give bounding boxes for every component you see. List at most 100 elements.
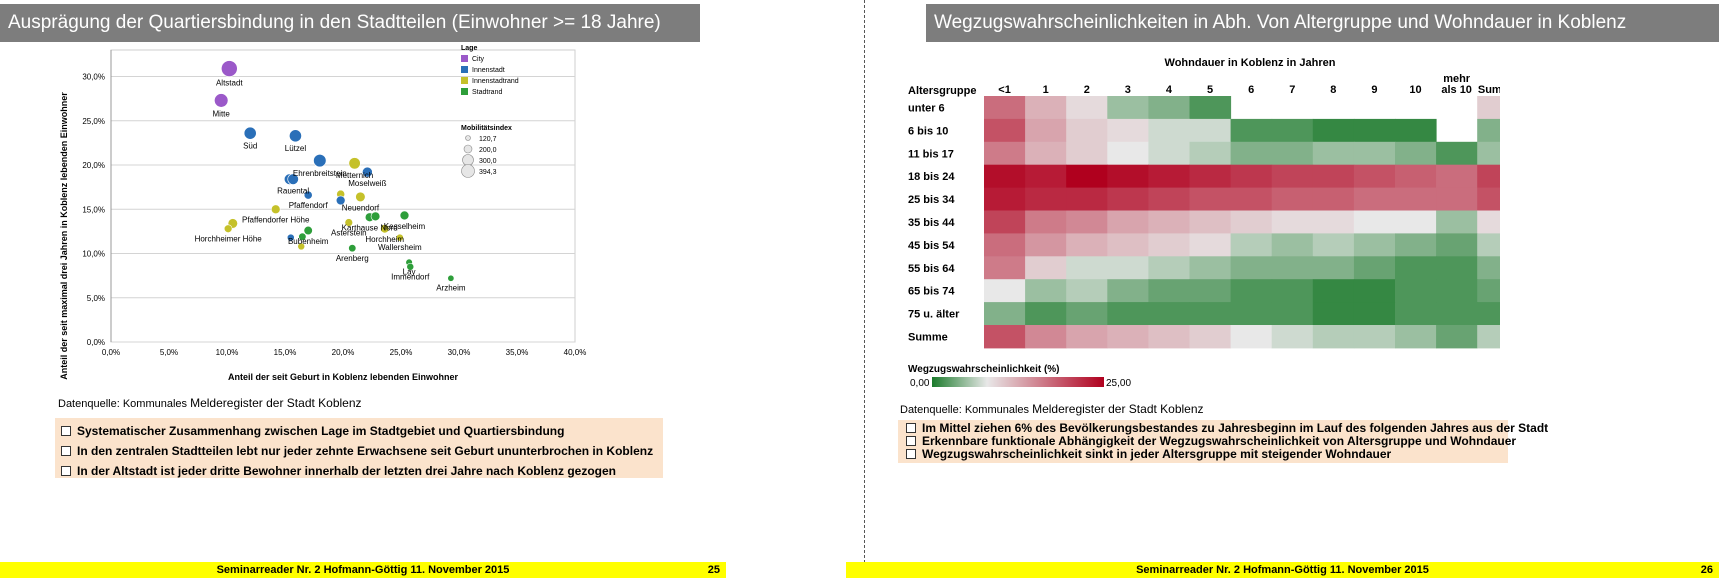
data-point bbox=[270, 204, 281, 215]
point-label: Asterstein bbox=[331, 228, 367, 237]
point-label: Arenberg bbox=[336, 254, 369, 263]
heatmap-cell bbox=[1025, 279, 1067, 303]
heatmap-cell bbox=[1436, 256, 1478, 280]
heatmap-cell bbox=[1312, 279, 1355, 303]
data-point bbox=[335, 195, 346, 206]
heatmap-cell bbox=[984, 325, 1026, 349]
slide-title: Ausprägung der Quartiersbindung in den S… bbox=[0, 4, 700, 42]
heatmap-cell bbox=[1353, 187, 1396, 211]
heatmap-cell bbox=[1353, 141, 1396, 166]
heatmap-cell bbox=[984, 164, 1026, 189]
point-label: Pfaffendorf bbox=[289, 201, 329, 210]
data-point bbox=[286, 233, 295, 242]
size-legend: Mobilitätsindex 120,7 200,0 300,0 394,3 bbox=[461, 125, 512, 178]
data-point bbox=[214, 93, 229, 108]
checkbox-icon bbox=[61, 426, 71, 436]
heatmap-cell bbox=[1395, 164, 1437, 189]
legend-swatch bbox=[461, 66, 468, 73]
heatmap-cell bbox=[1395, 210, 1437, 234]
point-label: Moselweiß bbox=[348, 179, 386, 188]
point-label: Lay bbox=[403, 268, 416, 277]
column-header: 3 bbox=[1125, 84, 1131, 96]
heatmap-cell bbox=[1230, 302, 1273, 326]
heatmap-cell bbox=[1477, 279, 1500, 303]
row-label: 35 bis 44 bbox=[908, 217, 955, 229]
heatmap-cell bbox=[1107, 256, 1149, 280]
heatmap-cell bbox=[1395, 233, 1437, 257]
heatmap-cell bbox=[1312, 118, 1355, 143]
row-label: 6 bis 10 bbox=[908, 125, 948, 137]
heatmap-cell bbox=[1107, 96, 1149, 120]
data-point bbox=[362, 166, 373, 178]
heatmap-cell bbox=[1312, 141, 1355, 166]
size-legend-title: Mobilitätsindex bbox=[461, 125, 512, 132]
data-point bbox=[289, 129, 302, 143]
heatmap-cell bbox=[1025, 96, 1067, 120]
data-source: Datenquelle: Kommunales Melderegister de… bbox=[900, 402, 1204, 416]
point-label: Kesselheim bbox=[384, 222, 426, 231]
data-point bbox=[223, 224, 233, 233]
row-label: 11 bis 17 bbox=[908, 148, 954, 160]
size-legend-label: 120,7 bbox=[479, 136, 497, 143]
row-label: 25 bis 34 bbox=[908, 194, 955, 206]
scale-title: Wegzugswahrscheinlichkeit (%) bbox=[908, 364, 1060, 375]
heatmap-cell bbox=[1025, 233, 1067, 257]
heatmap-chart: Wohndauer in Koblenz in Jahren Altersgru… bbox=[908, 57, 1500, 389]
y-tick-label: 25,0% bbox=[82, 117, 105, 126]
slide-divider bbox=[864, 0, 865, 578]
data-point bbox=[395, 233, 404, 242]
heatmap-cell bbox=[984, 302, 1026, 326]
heatmap-cell bbox=[1436, 210, 1478, 234]
data-point bbox=[313, 154, 327, 168]
heatmap-cell bbox=[1353, 164, 1396, 189]
heatmap-cell bbox=[1189, 325, 1232, 349]
legend-swatch bbox=[461, 55, 468, 62]
heatmap-cell bbox=[1477, 164, 1500, 189]
size-legend-label: 300,0 bbox=[479, 158, 497, 165]
heatmap-cell bbox=[1066, 141, 1108, 166]
point-label: Horchheimer Höhe bbox=[195, 235, 263, 244]
heatmap-cell bbox=[1107, 210, 1149, 234]
heatmap-cell bbox=[1436, 233, 1478, 257]
heatmap-cell bbox=[1066, 325, 1108, 349]
x-tick-label: 30,0% bbox=[448, 348, 471, 357]
column-header: 10 bbox=[1409, 84, 1421, 96]
heatmap-cell bbox=[1230, 164, 1273, 189]
data-point bbox=[298, 232, 307, 241]
x-tick-label: 15,0% bbox=[274, 348, 297, 357]
footer-text: Seminarreader Nr. 2 Hofmann-Göttig 11. N… bbox=[216, 564, 510, 576]
heatmap-cell bbox=[1353, 210, 1396, 234]
heatmap-cell bbox=[1271, 164, 1314, 189]
slide-footer: Seminarreader Nr. 2 Hofmann-Göttig 11. N… bbox=[0, 562, 726, 578]
heatmap-cell bbox=[1148, 325, 1190, 349]
heatmap-cell bbox=[1148, 210, 1190, 234]
bullet-item: In den zentralen Stadtteilen lebt nur je… bbox=[61, 441, 663, 461]
checkbox-icon bbox=[906, 449, 916, 459]
heatmap-cell bbox=[1477, 210, 1500, 234]
heatmap-cell bbox=[1066, 256, 1108, 280]
data-point bbox=[297, 242, 306, 251]
legend-label: Innenstadtrand bbox=[472, 78, 519, 85]
heatmap-cell bbox=[1230, 187, 1273, 211]
heatmap-cell bbox=[1436, 141, 1478, 166]
point-label: Metternich bbox=[336, 171, 373, 180]
column-header: als 10 bbox=[1441, 84, 1472, 96]
data-source-prefix: Datenquelle: Kommunales bbox=[900, 404, 1030, 416]
heatmap-cell bbox=[1189, 164, 1232, 189]
heatmap-cell bbox=[1025, 187, 1067, 211]
heatmap-cell bbox=[1230, 325, 1273, 349]
data-source-rest: Melderegister der Stadt Koblenz bbox=[1032, 402, 1204, 416]
row-label: 45 bis 54 bbox=[908, 240, 955, 252]
point-label: Altstadt bbox=[216, 79, 243, 88]
heatmap-cell bbox=[984, 210, 1026, 234]
data-point bbox=[355, 191, 366, 203]
heatmap-cell bbox=[1395, 302, 1437, 326]
heatmap-cell bbox=[1066, 96, 1108, 120]
heatmap-cell bbox=[1353, 325, 1396, 349]
row-label: unter 6 bbox=[908, 102, 945, 114]
heatmap-cell bbox=[1148, 256, 1190, 280]
heatmap-cell bbox=[1271, 118, 1314, 143]
y-tick-label: 5,0% bbox=[87, 294, 105, 303]
data-point bbox=[447, 274, 455, 282]
heatmap-cell bbox=[1353, 279, 1396, 303]
